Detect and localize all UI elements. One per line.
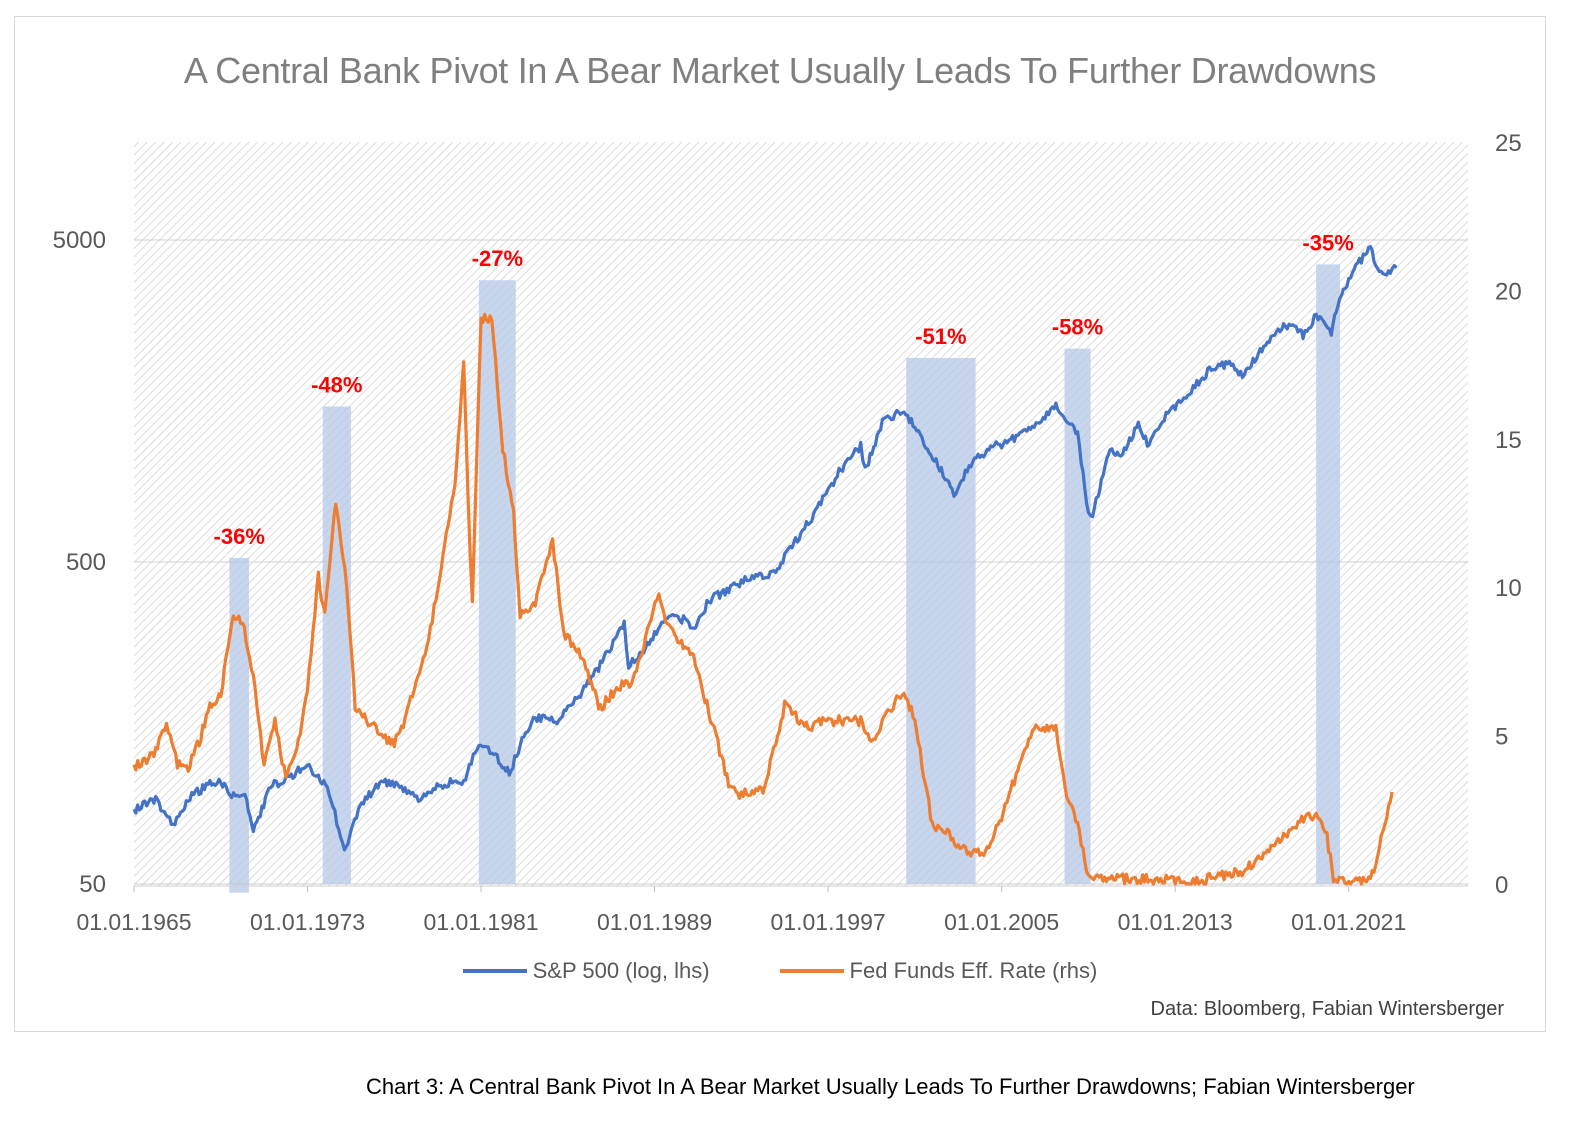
drawdown-label: -58% xyxy=(1052,315,1103,340)
sp500-line xyxy=(132,245,1398,852)
chart-title: A Central Bank Pivot In A Bear Market Us… xyxy=(183,50,1377,91)
fed-funds-line xyxy=(132,312,1394,886)
x-tick-label: 01.01.1981 xyxy=(423,909,538,935)
plot-area-background xyxy=(134,142,1468,886)
x-tick-label: 01.01.2005 xyxy=(944,909,1059,935)
drawdown-label: -51% xyxy=(915,324,966,349)
y-right-tick-label: 15 xyxy=(1495,427,1522,454)
figure-caption: Chart 3: A Central Bank Pivot In A Bear … xyxy=(366,1074,1415,1099)
y-right-tick-label: 5 xyxy=(1495,724,1508,751)
y-right-tick-label: 10 xyxy=(1495,575,1522,602)
y-right-tick-label: 25 xyxy=(1495,130,1522,157)
y-right-tick-label: 20 xyxy=(1495,278,1522,305)
x-tick-label: 01.01.2013 xyxy=(1118,909,1233,935)
y-right-tick-label: 0 xyxy=(1495,872,1508,899)
x-tick-label: 01.01.1965 xyxy=(76,909,191,935)
x-tick-label: 01.01.1973 xyxy=(250,909,365,935)
x-tick-label: 01.01.1989 xyxy=(597,909,712,935)
drawdown-period xyxy=(322,406,351,884)
y-left-tick-label: 50 xyxy=(79,871,106,898)
legend-swatch-sp500 xyxy=(462,969,527,973)
drawdown-label: -36% xyxy=(214,524,265,549)
y-left-tick-label: 5000 xyxy=(53,227,106,254)
drawdown-period xyxy=(906,358,976,884)
legend-item-fed: Fed Funds Eff. Rate (rhs) xyxy=(779,958,1098,984)
y-left-tick-label: 500 xyxy=(66,549,106,576)
legend-swatch-fed xyxy=(779,969,844,973)
source-note: Data: Bloomberg, Fabian Wintersberger xyxy=(1150,998,1505,1020)
legend-label-fed: Fed Funds Eff. Rate (rhs) xyxy=(849,958,1098,983)
drawdown-label: -48% xyxy=(311,373,362,398)
drawdown-period xyxy=(1316,264,1341,884)
legend-item-sp500: S&P 500 (log, lhs) xyxy=(462,958,710,984)
drawdown-period xyxy=(229,557,249,893)
legend-label-sp500: S&P 500 (log, lhs) xyxy=(532,958,710,983)
chart-legend: S&P 500 (log, lhs) Fed Funds Eff. Rate (… xyxy=(0,958,1560,984)
drawdown-label: -27% xyxy=(472,246,523,271)
drawdown-label: -35% xyxy=(1302,230,1353,255)
x-tick-label: 01.01.1997 xyxy=(771,909,886,935)
x-tick-label: 01.01.2021 xyxy=(1291,909,1406,935)
